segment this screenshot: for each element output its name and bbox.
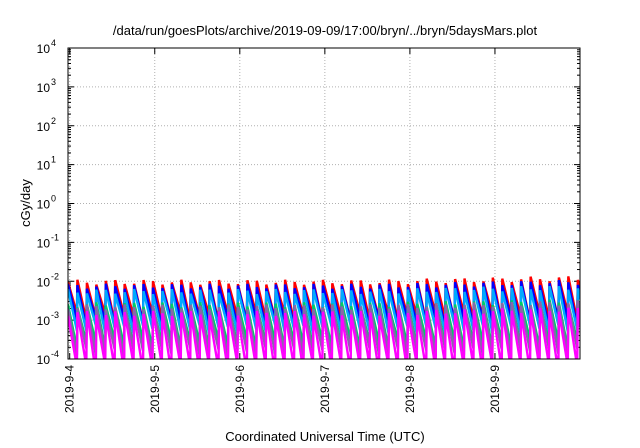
- series-group: [68, 276, 580, 359]
- y-tick-label: 10: [37, 120, 51, 134]
- y-tick-exponent: -3: [51, 310, 59, 320]
- x-tick-label: 2019-9-9: [488, 365, 502, 413]
- y-tick-label: 10: [37, 314, 51, 328]
- y-tick-exponent: 4: [51, 38, 56, 48]
- x-tick-label: 2019-9-6: [233, 365, 247, 413]
- x-tick-label: 2019-9-8: [403, 365, 417, 413]
- series-line: [68, 285, 580, 334]
- y-tick-label: 10: [37, 159, 51, 173]
- chart-title: /data/run/goesPlots/archive/2019-09-09/1…: [113, 23, 538, 38]
- y-tick-label: 10: [37, 353, 51, 367]
- plot-frame: [67, 47, 581, 360]
- series-line: [68, 307, 580, 359]
- x-tick-label: 2019-9-7: [318, 365, 332, 413]
- y-tick-exponent: 1: [51, 155, 56, 165]
- series-line: [68, 300, 580, 358]
- y-tick-exponent: 2: [51, 116, 56, 126]
- y-tick-label: 10: [37, 81, 51, 95]
- x-tick-label: 2019-9-5: [148, 365, 162, 413]
- y-tick-exponent: 0: [51, 194, 56, 204]
- x-tick-label: 2019-9-4: [63, 365, 77, 413]
- y-tick-label: 10: [37, 198, 51, 212]
- y-tick-label: 10: [37, 275, 51, 289]
- x-tick-labels: 2019-9-4 2019-9-5 2019-9-6 2019-9-7 2019-9-8…: [63, 365, 502, 413]
- x-axis-label: Coordinated Universal Time (UTC): [225, 429, 424, 444]
- y-tick-exponent: -1: [51, 232, 59, 242]
- y-tick-exponent: -4: [51, 349, 59, 359]
- y-tick-label: 10: [37, 236, 51, 250]
- y-axis-label: cGy/day: [18, 179, 33, 227]
- y-tick-label: 10: [37, 42, 51, 56]
- y-tick-exponent: 3: [51, 77, 56, 87]
- y-tick-exponent: -2: [51, 271, 59, 281]
